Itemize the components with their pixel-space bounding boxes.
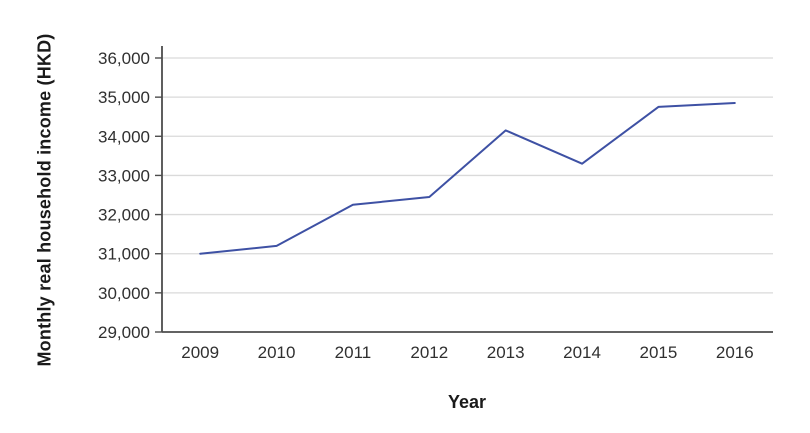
y-tick-label: 29,000 [98, 323, 150, 342]
y-tick-label: 33,000 [98, 166, 150, 185]
y-tick-label: 30,000 [98, 284, 150, 303]
x-tick-label: 2015 [640, 343, 678, 362]
x-tick-label: 2011 [335, 343, 372, 362]
y-tick-label: 35,000 [98, 88, 150, 107]
x-axis-title: Year [447, 392, 487, 412]
y-tick-label: 31,000 [98, 245, 150, 264]
x-tick-label: 2009 [181, 343, 219, 362]
y-tick-label: 34,000 [98, 127, 150, 146]
y-tick-label: 32,000 [98, 206, 150, 225]
y-axis-title: Monthly real household income (HKD) [34, 33, 55, 367]
x-tick-label: 2016 [716, 343, 754, 362]
x-tick-label: 2014 [563, 343, 601, 362]
x-tick-label: 2010 [258, 343, 296, 362]
x-tick-label: 2012 [410, 343, 448, 362]
y-tick-label: 36,000 [98, 49, 150, 68]
income-series-line [199, 102, 736, 255]
x-tick-label: 2013 [487, 343, 525, 362]
